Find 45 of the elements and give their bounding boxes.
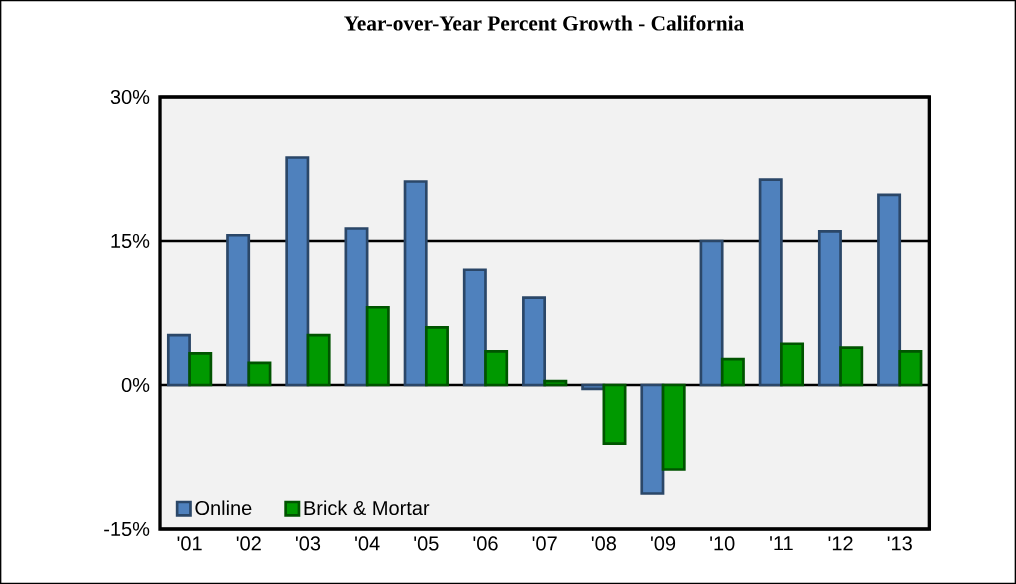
x-tick-label: '05 xyxy=(414,536,439,551)
x-tick-label: '02 xyxy=(236,536,261,551)
x-tick-label: '04 xyxy=(355,536,380,551)
y-tick-label: 15% xyxy=(111,233,150,249)
bar xyxy=(226,233,251,387)
x-tick-label: '06 xyxy=(473,536,498,551)
bar xyxy=(365,305,390,387)
x-tick-label: '12 xyxy=(828,536,853,551)
bar xyxy=(720,357,745,387)
bar xyxy=(699,239,724,387)
bar xyxy=(344,227,369,387)
bar xyxy=(306,333,331,387)
x-tick-label: '11 xyxy=(770,536,793,551)
bar xyxy=(602,383,627,445)
x-tick-label: '10 xyxy=(710,536,735,551)
y-tick-label: 30% xyxy=(110,89,150,105)
bar xyxy=(403,180,428,387)
legend-label: Brick & Mortar xyxy=(304,500,430,516)
bar xyxy=(166,333,191,387)
bar xyxy=(285,156,310,387)
x-tick-label: '03 xyxy=(295,536,321,551)
bar xyxy=(877,193,902,387)
y-tick-label: 0% xyxy=(121,377,150,393)
bar xyxy=(661,383,686,471)
bar xyxy=(484,350,509,387)
bar xyxy=(839,346,864,387)
bar xyxy=(758,178,783,387)
bar xyxy=(543,379,568,387)
bar xyxy=(640,383,665,495)
bar xyxy=(898,350,923,387)
x-tick-label: '09 xyxy=(651,536,676,551)
bar xyxy=(188,351,213,387)
bar xyxy=(462,268,487,387)
x-tick-label: '13 xyxy=(887,536,912,551)
bar xyxy=(780,342,805,387)
x-tick-label: '08 xyxy=(591,536,617,551)
x-tick-label: '01 xyxy=(177,536,202,551)
bar xyxy=(817,230,842,387)
bar xyxy=(247,361,272,387)
legend-label: Online xyxy=(195,500,252,516)
chart-title: Year-over-Year Percent Growth - California xyxy=(344,15,744,31)
bar xyxy=(424,326,449,387)
bar xyxy=(522,296,547,387)
x-tick-label: '07 xyxy=(532,536,557,551)
y-tick-label: -15% xyxy=(104,521,150,537)
